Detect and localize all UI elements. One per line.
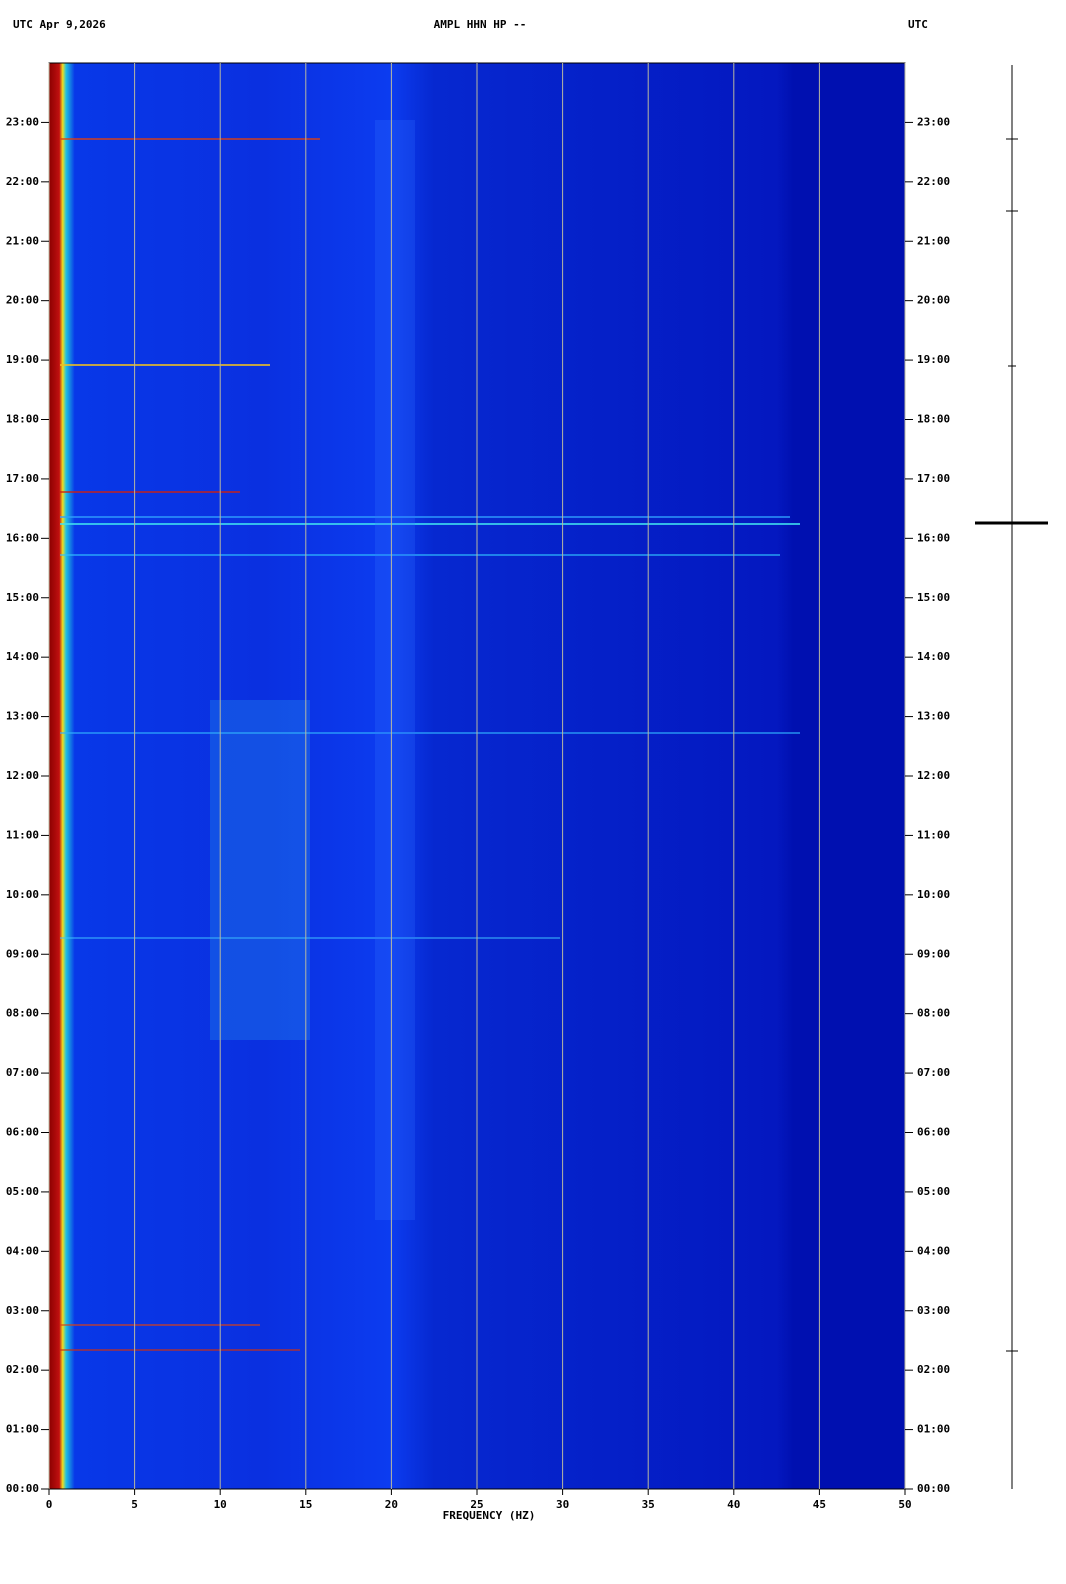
y-tick-label: 23:00 [6, 115, 39, 128]
y-tick-label: 19:00 [6, 353, 39, 366]
y-tick-label: 07:00 [917, 1066, 950, 1079]
y-tick-label: 02:00 [917, 1363, 950, 1376]
x-tick-label: 10 [214, 1498, 227, 1511]
y-tick-label: 10:00 [6, 888, 39, 901]
y-tick-label: 14:00 [917, 650, 950, 663]
y-tick-label: 20:00 [917, 294, 950, 307]
y-tick-label: 14:00 [6, 650, 39, 663]
y-tick-label: 03:00 [917, 1304, 950, 1317]
y-tick-label: 15:00 [6, 591, 39, 604]
x-tick-label: 40 [727, 1498, 740, 1511]
y-tick-label: 01:00 [917, 1423, 950, 1436]
y-tick-label: 12:00 [6, 769, 39, 782]
right-label: UTC [908, 18, 928, 31]
x-tick-label: 45 [813, 1498, 826, 1511]
y-tick-label: 03:00 [6, 1304, 39, 1317]
y-tick-label: 05:00 [6, 1185, 39, 1198]
y-tick-label: 13:00 [6, 710, 39, 723]
x-tick-label: 30 [556, 1498, 569, 1511]
y-tick-label: 19:00 [917, 353, 950, 366]
y-tick-label: 11:00 [6, 828, 39, 841]
y-tick-label: 10:00 [917, 888, 950, 901]
y-tick-label: 11:00 [917, 828, 950, 841]
y-tick-label: 13:00 [917, 710, 950, 723]
x-tick-label: 15 [299, 1498, 312, 1511]
y-tick-label: 16:00 [6, 531, 39, 544]
y-tick-label: 20:00 [6, 294, 39, 307]
y-tick-label: 17:00 [917, 472, 950, 485]
y-tick-label: 04:00 [6, 1244, 39, 1257]
y-tick-label: 09:00 [6, 947, 39, 960]
date-label: UTC Apr 9,2026 [13, 18, 106, 31]
chart-title: AMPL HHN HP -- [434, 18, 527, 31]
y-tick-label: 07:00 [6, 1066, 39, 1079]
y-tick-label: 16:00 [917, 531, 950, 544]
trace [975, 65, 1048, 1489]
y-tick-label: 15:00 [917, 591, 950, 604]
x-tick-label: 0 [46, 1498, 53, 1511]
x-axis-label: FREQUENCY (HZ) [443, 1509, 536, 1522]
y-tick-label: 22:00 [6, 175, 39, 188]
y-tick-label: 01:00 [6, 1423, 39, 1436]
y-tick-label: 21:00 [6, 234, 39, 247]
x-tick-label: 25 [470, 1498, 483, 1511]
y-tick-label: 08:00 [917, 1007, 950, 1020]
y-tick-label: 18:00 [917, 413, 950, 426]
x-tick-label: 50 [898, 1498, 911, 1511]
y-tick-label: 22:00 [917, 175, 950, 188]
y-tick-label: 02:00 [6, 1363, 39, 1376]
streaks [60, 120, 800, 1351]
y-tick-label: 05:00 [917, 1185, 950, 1198]
x-tick-label: 20 [385, 1498, 398, 1511]
y-tick-label: 12:00 [917, 769, 950, 782]
y-tick-label: 23:00 [917, 115, 950, 128]
x-tick-label: 5 [131, 1498, 138, 1511]
y-tick-label: 06:00 [917, 1126, 950, 1139]
y-tick-label: 00:00 [917, 1482, 950, 1495]
y-tick-label: 08:00 [6, 1007, 39, 1020]
y-tick-label: 00:00 [6, 1482, 39, 1495]
y-tick-label: 04:00 [917, 1244, 950, 1257]
y-tick-label: 21:00 [917, 234, 950, 247]
x-tick-label: 35 [642, 1498, 655, 1511]
y-tick-label: 06:00 [6, 1126, 39, 1139]
y-tick-label: 09:00 [917, 947, 950, 960]
y-tick-label: 17:00 [6, 472, 39, 485]
y-tick-label: 18:00 [6, 413, 39, 426]
